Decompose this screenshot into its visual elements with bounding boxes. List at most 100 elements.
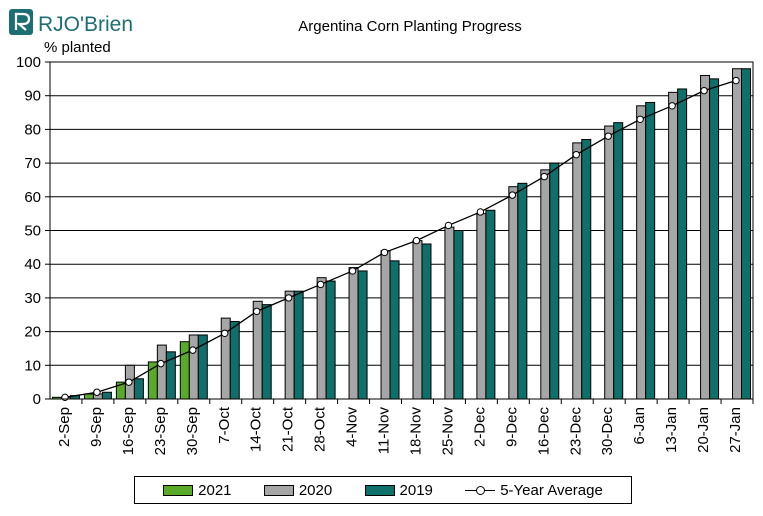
bar-2019-6-Jan <box>645 101 656 400</box>
bar-2019-7-Oct <box>229 320 240 400</box>
bar-2019-4-Nov <box>357 270 368 400</box>
x-tick-label-28-Oct: 28-Oct <box>312 406 329 452</box>
legend-item-2019: 2019 <box>364 481 433 499</box>
average-point-2-Sep <box>61 393 69 402</box>
y-tick-label-60: 60 <box>24 189 41 206</box>
bar-2020-16-Dec <box>540 169 551 400</box>
x-tick-label-25-Nov: 25-Nov <box>439 407 456 456</box>
average-point-9-Sep <box>93 388 101 396</box>
average-point-20-Jan <box>700 86 708 95</box>
bar-2020-14-Oct <box>252 300 263 400</box>
bar-2019-20-Jan <box>709 78 720 400</box>
x-tick-label-16-Sep: 16-Sep <box>120 407 137 455</box>
average-point-7-Oct <box>221 329 229 337</box>
average-point-18-Nov <box>412 236 421 245</box>
bar-2019-18-Nov <box>421 243 432 400</box>
bar-2020-25-Nov <box>444 226 455 400</box>
x-tick-label-2-Dec: 2-Dec <box>471 407 488 448</box>
y-tick-label-10: 10 <box>24 357 41 374</box>
bar-2020-30-Dec <box>604 125 615 400</box>
bar-2020-21-Oct <box>284 290 295 400</box>
bar-2020-4-Nov <box>348 267 359 400</box>
average-point-16-Dec <box>540 172 548 181</box>
average-point-27-Jan <box>732 76 740 85</box>
bar-2021-9-Sep <box>83 393 94 400</box>
x-tick-label-23-Dec: 23-Dec <box>567 407 584 456</box>
average-point-30-Dec <box>604 132 612 140</box>
average-point-14-Oct <box>253 307 261 316</box>
bar-2020-23-Sep <box>156 344 167 400</box>
bar-2019-27-Jan <box>741 68 752 400</box>
average-point-9-Dec <box>508 191 517 199</box>
x-tick-label-11-Nov: 11-Nov <box>376 407 393 455</box>
x-tick-label-7-Oct: 7-Oct <box>216 406 233 444</box>
grid-lines <box>50 95 753 366</box>
x-tick-label-23-Sep: 23-Sep <box>152 407 169 455</box>
bar-2019-9-Sep <box>101 391 112 400</box>
x-tick-label-20-Jan: 20-Jan <box>695 407 712 453</box>
five-year-average-line <box>61 76 740 402</box>
legend-label-5-year-average: 5-Year Average <box>500 481 603 499</box>
x-tick-label-18-Nov: 18-Nov <box>407 407 424 456</box>
bar-2020-2-Dec <box>476 213 487 400</box>
legend-item-2020: 2020 <box>263 481 333 499</box>
bar-2019-21-Oct <box>293 290 304 400</box>
x-tick-label-27-Jan: 27-Jan <box>727 407 744 453</box>
legend-swatch-2019 <box>364 484 395 496</box>
y-axis-label: % planted <box>44 39 111 56</box>
bar-2020-27-Jan <box>732 68 743 400</box>
bar-2019-16-Sep <box>133 378 144 400</box>
legend-line-5-year-average <box>465 485 496 496</box>
average-point-4-Nov <box>348 267 357 275</box>
average-point-16-Sep <box>125 378 133 386</box>
legend-label-2021: 2021 <box>198 481 232 499</box>
bar-2019-14-Oct <box>261 304 272 400</box>
average-point-11-Nov <box>380 248 389 257</box>
bar-2020-13-Jan <box>668 91 679 400</box>
x-tick-label-16-Dec: 16-Dec <box>535 407 552 456</box>
bar-2019-11-Nov <box>389 260 400 400</box>
average-point-25-Nov <box>444 221 453 230</box>
bar-2021-23-Sep <box>147 361 158 400</box>
average-point-13-Jan <box>668 102 676 110</box>
bar-2020-20-Jan <box>700 74 711 400</box>
bar-2019-16-Dec <box>549 162 560 400</box>
average-line-path <box>64 79 737 398</box>
chart-title: Argentina Corn Planting Progress <box>298 18 522 35</box>
x-tick-label-13-Jan: 13-Jan <box>663 407 680 453</box>
bar-2019-13-Jan <box>677 88 688 400</box>
x-tick-label-9-Dec: 9-Dec <box>503 407 520 448</box>
axes: 0 10 20 30 40 50 60 70 80 90 100 2-Sep 9-Sep 16-Sep 23… <box>16 54 754 456</box>
average-point-21-Oct <box>284 294 293 302</box>
x-tick-label-4-Nov: 4-Nov <box>344 407 361 448</box>
x-tick-label-2-Sep: 2-Sep <box>56 407 73 447</box>
bar-2020-9-Dec <box>508 186 519 400</box>
bars <box>51 68 752 400</box>
y-tick-label-30: 30 <box>24 290 41 307</box>
average-point-23-Sep <box>157 359 165 368</box>
bar-2020-18-Nov <box>412 240 423 400</box>
legend-swatch-2021 <box>163 484 194 496</box>
legend: 2021 2020 2019 5-Year Average <box>134 476 632 504</box>
y-tick-label-50: 50 <box>24 223 41 240</box>
y-tick-label-90: 90 <box>24 88 41 105</box>
y-tick-label-40: 40 <box>24 256 41 273</box>
x-tick-label-9-Sep: 9-Sep <box>88 407 105 447</box>
average-point-2-Dec <box>476 208 485 216</box>
bar-2019-9-Dec <box>517 182 528 400</box>
y-tick-label-80: 80 <box>24 121 41 138</box>
x-tick-label-14-Oct: 14-Oct <box>248 406 265 452</box>
y-tick-label-70: 70 <box>24 155 41 172</box>
x-tick-label-30-Sep: 30-Sep <box>184 407 201 455</box>
rjo-brien-logo: RJO'Brien <box>9 9 133 36</box>
y-tick-label-20: 20 <box>24 324 41 341</box>
bar-2020-30-Sep <box>188 334 199 400</box>
legend-label-2019: 2019 <box>399 481 433 499</box>
bar-2020-28-Oct <box>316 277 327 400</box>
y-tick-label-0: 0 <box>33 391 41 408</box>
bar-2020-23-Dec <box>572 142 583 400</box>
average-point-6-Jan <box>636 115 644 123</box>
legend-label-2020: 2020 <box>298 481 333 499</box>
svg-text:RJO'Brien: RJO'Brien <box>38 13 133 36</box>
